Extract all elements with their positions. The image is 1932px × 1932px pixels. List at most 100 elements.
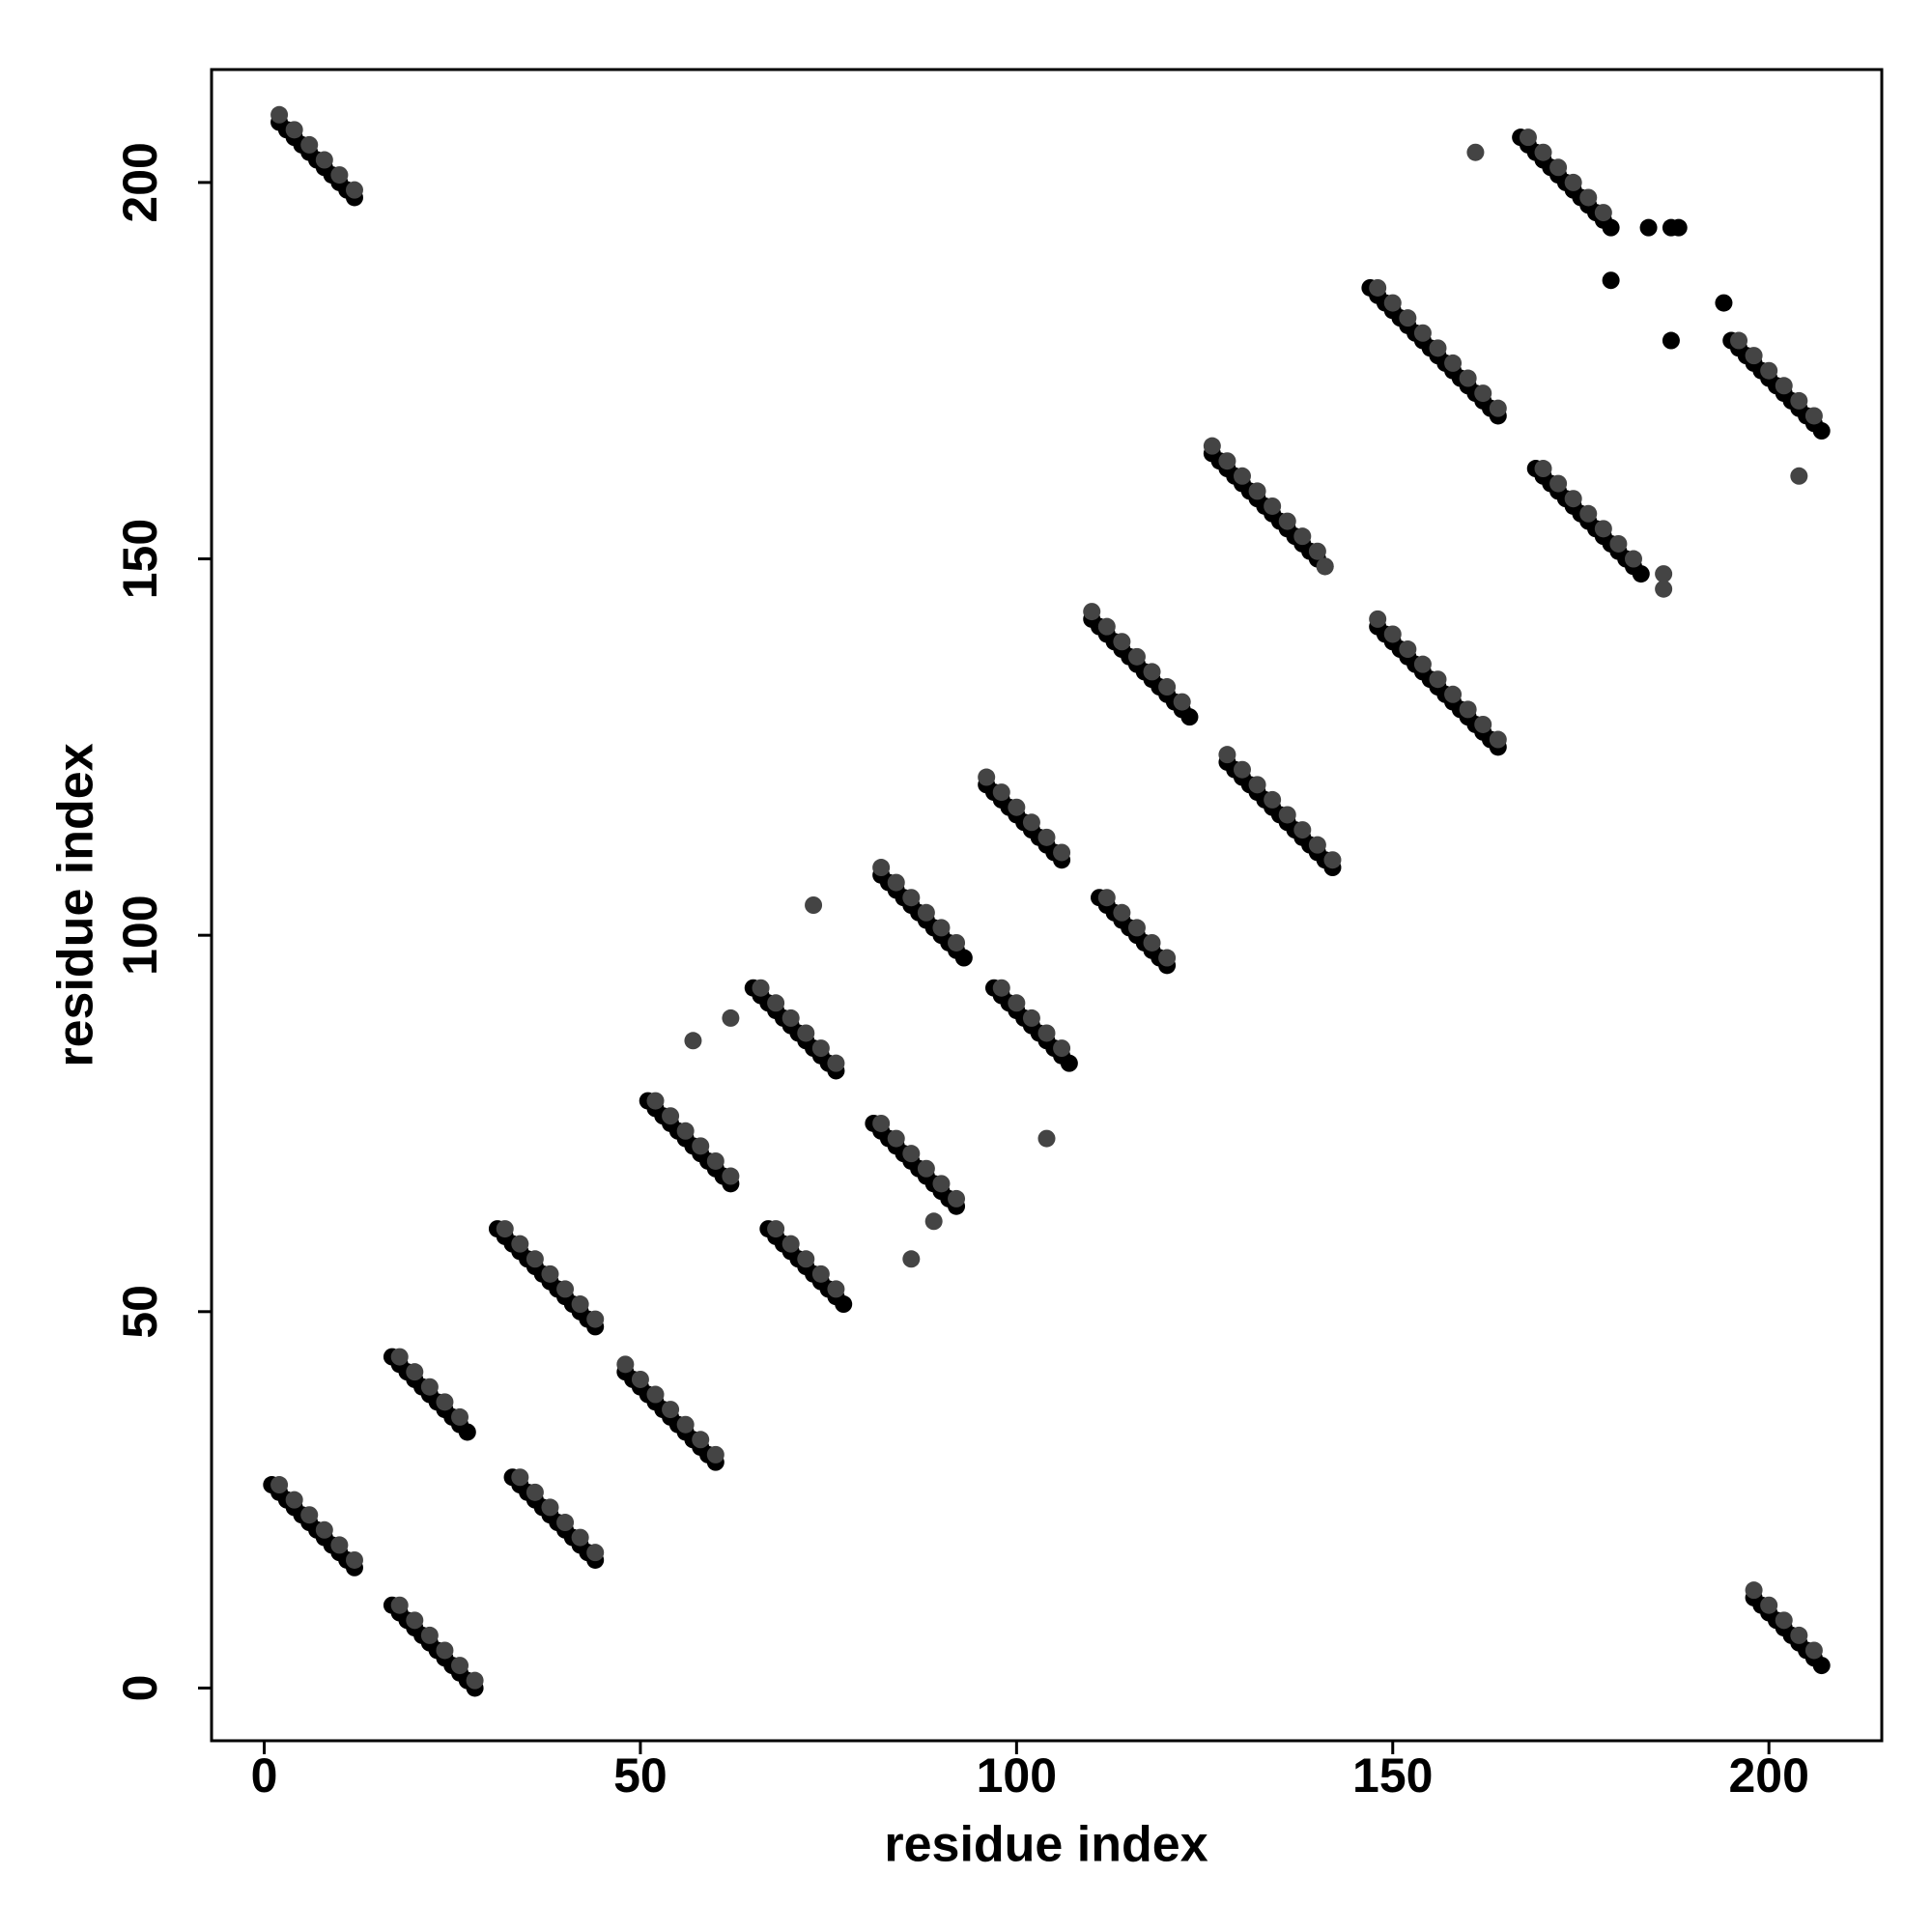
point <box>1316 557 1334 576</box>
point <box>706 1151 724 1170</box>
point <box>676 1415 695 1434</box>
point <box>1489 730 1507 749</box>
point <box>1760 1596 1778 1614</box>
point <box>496 1220 514 1238</box>
point <box>827 1054 845 1072</box>
point <box>811 1264 830 1283</box>
point <box>978 768 996 786</box>
x-axis-title: residue index <box>884 1817 1208 1873</box>
point <box>420 1626 439 1644</box>
point <box>1639 218 1658 237</box>
point <box>406 1611 424 1630</box>
y-tick-label: 0 <box>113 1675 167 1702</box>
point <box>1632 565 1650 583</box>
point <box>1037 1024 1056 1042</box>
point <box>1113 633 1131 651</box>
point <box>1173 693 1191 711</box>
point <box>1323 851 1342 869</box>
point <box>1715 294 1733 312</box>
point <box>917 903 935 922</box>
point <box>722 1167 740 1185</box>
point <box>1097 617 1116 636</box>
point <box>315 151 333 169</box>
point <box>1790 391 1808 410</box>
point <box>1594 204 1612 222</box>
point <box>1053 843 1071 862</box>
point <box>631 1370 649 1388</box>
point <box>1775 1611 1793 1630</box>
point <box>924 1212 943 1231</box>
point <box>1293 821 1312 839</box>
point <box>458 1423 476 1441</box>
point <box>556 1514 575 1532</box>
point <box>1369 278 1387 297</box>
point <box>872 1114 891 1132</box>
point <box>1399 309 1417 327</box>
point <box>1369 610 1387 628</box>
point <box>835 1295 853 1314</box>
point <box>1812 422 1831 440</box>
point <box>1022 813 1040 832</box>
point <box>330 1536 349 1554</box>
point <box>1037 828 1056 846</box>
point <box>1609 534 1628 553</box>
point <box>1730 331 1748 350</box>
point <box>1158 949 1177 967</box>
point <box>1143 663 1161 681</box>
point <box>1127 647 1146 666</box>
point <box>1008 994 1026 1012</box>
point <box>1143 933 1161 952</box>
point <box>887 1129 905 1148</box>
point <box>541 1264 559 1283</box>
point <box>1113 903 1131 922</box>
point <box>1579 504 1598 523</box>
point <box>872 859 891 877</box>
point <box>511 1468 529 1487</box>
point <box>556 1280 575 1298</box>
point <box>1127 919 1146 937</box>
point <box>992 783 1010 802</box>
point <box>511 1235 529 1253</box>
point <box>992 979 1010 997</box>
x-tick-label: 50 <box>613 1748 668 1803</box>
point <box>1413 324 1432 342</box>
point <box>1655 580 1673 598</box>
point <box>781 1235 800 1253</box>
point <box>1669 218 1688 237</box>
point <box>1218 746 1236 764</box>
point <box>684 1032 702 1050</box>
point <box>270 1476 289 1494</box>
point <box>1429 670 1447 689</box>
point <box>767 994 785 1012</box>
point <box>1278 806 1296 824</box>
point <box>1745 1581 1763 1600</box>
point <box>827 1280 845 1298</box>
point <box>1662 331 1680 350</box>
point <box>270 105 289 124</box>
point <box>948 1189 966 1208</box>
point <box>932 919 951 937</box>
point <box>1775 377 1793 395</box>
point <box>1264 497 1282 515</box>
point <box>1564 490 1582 508</box>
point <box>1293 527 1312 546</box>
point <box>571 1528 589 1547</box>
point <box>436 1641 454 1660</box>
point <box>1083 603 1101 621</box>
point <box>1579 188 1598 207</box>
point <box>451 1657 469 1675</box>
y-tick-label: 150 <box>113 519 167 599</box>
point <box>541 1498 559 1517</box>
point <box>706 1445 724 1463</box>
point <box>330 166 349 185</box>
point <box>1264 790 1282 809</box>
point <box>1429 339 1447 357</box>
y-tick-label: 50 <box>113 1285 167 1339</box>
point <box>902 889 921 907</box>
point <box>1474 384 1492 403</box>
point <box>451 1407 469 1426</box>
point <box>805 896 823 914</box>
y-tick-label: 100 <box>113 895 167 975</box>
point <box>1804 407 1823 425</box>
point <box>662 1107 680 1125</box>
